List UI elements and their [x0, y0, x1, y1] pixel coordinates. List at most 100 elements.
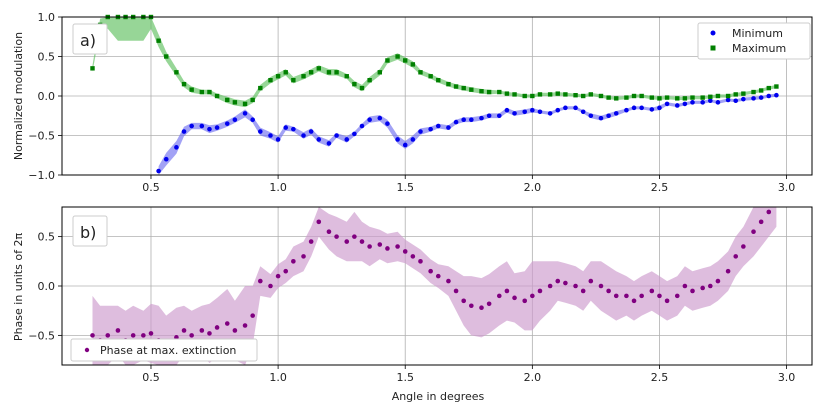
- maximum-point: [291, 78, 296, 83]
- maximum-point: [649, 95, 655, 100]
- y-tick-label: −1.0: [28, 169, 55, 182]
- maximum-point: [301, 74, 306, 79]
- panel-b-ticks: 0.5 1.0 1.5 2.0 2.5 3.0 −0.5 0.0 0.5: [28, 231, 795, 384]
- phase-at-max-extinction-point: [751, 229, 756, 234]
- x-tick-label: 3.0: [778, 181, 796, 194]
- minimum-point: [395, 137, 400, 142]
- minimum-point: [283, 125, 289, 130]
- minimum-point: [469, 117, 474, 122]
- maximum-point: [512, 92, 517, 97]
- minimum-point: [461, 117, 466, 122]
- minimum-point: [664, 101, 670, 107]
- y-tick-label: 0.0: [38, 280, 56, 293]
- maximum-point: [733, 92, 738, 97]
- maximum-point: [232, 100, 238, 105]
- panel-a: 0.5 1.0 1.5 2.0 2.5 3.0 −1.0 −0.5 0.0 0.5 1.0 Norm…: [12, 11, 813, 194]
- phase-at-max-extinction-point: [334, 234, 339, 239]
- maximum-point: [563, 92, 568, 97]
- minimum-point: [410, 137, 416, 142]
- maximum-point: [573, 93, 578, 98]
- minimum-point: [613, 111, 619, 116]
- x-tick-label: 0.5: [142, 181, 160, 194]
- phase-at-max-extinction-point: [547, 283, 553, 289]
- x-tick-label: 1.0: [269, 181, 287, 194]
- maximum-point: [580, 93, 586, 99]
- panel-b-x-axis-label: Angle in degrees: [392, 390, 485, 403]
- x-tick-label: 1.0: [269, 371, 287, 384]
- phase-at-max-extinction-point: [301, 254, 306, 259]
- minimum-point: [512, 111, 517, 116]
- minimum-point: [301, 133, 306, 138]
- maximum-point: [715, 93, 721, 99]
- phase-at-max-extinction-point: [377, 242, 383, 247]
- maximum-point: [207, 89, 212, 95]
- phase-at-max-extinction-point: [148, 331, 154, 336]
- phase-at-max-extinction-point: [130, 333, 136, 338]
- minimum-point: [359, 123, 365, 129]
- maximum-point: [708, 94, 713, 99]
- maximum-point: [469, 87, 474, 92]
- maximum-point: [367, 78, 372, 83]
- panel-b-label: b): [80, 223, 96, 242]
- minimum-point: [674, 103, 680, 108]
- maximum-point: [598, 93, 604, 99]
- minimum-point: [657, 105, 662, 111]
- maximum-point: [334, 70, 339, 75]
- phase-at-max-extinction-point: [141, 333, 146, 338]
- minimum-point: [224, 121, 230, 126]
- minimum-point: [199, 123, 205, 129]
- maximum-point: [214, 93, 220, 99]
- phase-at-max-extinction-point: [522, 298, 528, 304]
- minimum-point: [344, 137, 350, 142]
- phase-at-max-extinction-point: [250, 313, 255, 318]
- phase-at-max-extinction-point: [758, 219, 764, 225]
- legend-minimum-label: Minimum: [732, 27, 783, 40]
- maximum-point: [258, 85, 263, 91]
- phase-at-max-extinction-point: [224, 321, 230, 326]
- minimum-point: [275, 137, 281, 142]
- maximum-point: [614, 96, 619, 101]
- minimum-point: [774, 92, 779, 98]
- minimum-point: [715, 100, 721, 105]
- minimum-point: [174, 145, 179, 150]
- maximum-point: [225, 97, 230, 103]
- phase-at-max-extinction-point: [733, 254, 739, 259]
- phase-at-max-extinction-point: [700, 285, 705, 291]
- x-tick-label: 1.5: [396, 371, 414, 384]
- minimum-point: [446, 125, 451, 130]
- maximum-point: [758, 88, 764, 93]
- maximum-point: [395, 54, 400, 59]
- phase-at-max-extinction-point: [613, 293, 619, 299]
- minimum-point: [631, 105, 637, 111]
- phase-at-max-extinction-point: [105, 333, 111, 338]
- maximum-point: [418, 70, 423, 75]
- maximum-point: [359, 85, 365, 91]
- maximum-point: [639, 93, 644, 99]
- maximum-point: [410, 62, 416, 67]
- legend-maximum-label: Maximum: [732, 42, 786, 55]
- minimum-point: [367, 117, 372, 122]
- minimum-point: [563, 105, 568, 111]
- phase-at-max-extinction-point: [268, 283, 273, 289]
- maximum-point: [446, 81, 451, 87]
- phase-at-max-extinction-point: [631, 298, 637, 304]
- phase-at-max-extinction-point: [461, 298, 466, 304]
- phase-at-max-extinction-point: [418, 259, 423, 264]
- minimum-point: [316, 137, 322, 142]
- phase-at-max-extinction-point: [435, 273, 441, 279]
- y-tick-label: 0.5: [38, 231, 56, 244]
- maximum-error-band: [92, 17, 777, 108]
- maximum-point: [189, 87, 194, 92]
- maximum-point: [352, 81, 357, 87]
- minimum-point: [479, 115, 484, 121]
- minimum-point: [435, 123, 441, 129]
- phase-at-max-extinction-point: [395, 244, 400, 249]
- minimum-point: [708, 98, 713, 104]
- phase-at-max-extinction-point: [402, 249, 408, 254]
- panel-a-label-box: a): [72, 23, 108, 55]
- minimum-point: [547, 111, 553, 116]
- phase-at-max-extinction-point: [657, 293, 662, 299]
- minimum-point: [588, 113, 594, 119]
- phase-at-max-extinction-point: [115, 328, 121, 333]
- maximum-point: [377, 70, 382, 75]
